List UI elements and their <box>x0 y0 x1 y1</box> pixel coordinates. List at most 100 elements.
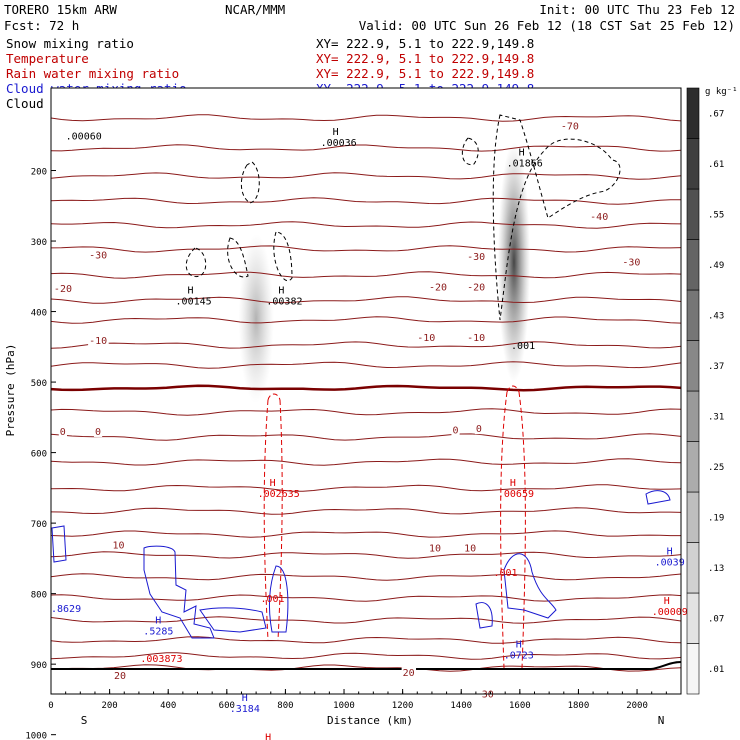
ice-contour <box>273 231 293 282</box>
ice-contour <box>461 137 479 166</box>
extrema-marker: H <box>510 478 516 489</box>
colorbar-swatch <box>686 592 700 644</box>
isotherm-label-bg <box>474 423 484 435</box>
isotherm-line <box>50 507 682 515</box>
extrema-label: .003873 <box>140 654 182 665</box>
x-tick-label: 600 <box>219 701 235 711</box>
y-axis-label: Pressure (hPa) <box>4 344 17 437</box>
x-tick-label: 200 <box>101 701 117 711</box>
extrema-marker: H <box>270 478 276 489</box>
colorbar-label: .25 <box>708 463 724 473</box>
extrema-label: .00036 <box>321 138 357 149</box>
colorbar-label: .31 <box>708 412 724 422</box>
extrema-marker: H <box>242 693 248 704</box>
isotherm-label-bg <box>589 210 610 222</box>
isotherm-line <box>50 341 682 349</box>
x-axis-label: Distance (km) <box>327 714 413 727</box>
colorbar-label: .37 <box>708 362 724 372</box>
extrema-marker: H <box>664 596 670 607</box>
isotherm-label-bg <box>428 542 443 554</box>
y-tick-label: 600 <box>31 450 47 460</box>
extrema-label: .001 <box>493 568 517 579</box>
isotherm-label: -20 <box>429 282 447 293</box>
cloud-water-contour <box>143 545 215 639</box>
y-tick-label: 400 <box>31 309 47 319</box>
extrema-marker: H <box>188 286 194 297</box>
isotherm-line <box>50 172 682 180</box>
isotherm-label: 0 <box>60 427 66 438</box>
x-tick-label: 1200 <box>392 701 414 711</box>
field-xy-range: XY= 222.9, 5.1 to 222.9,149.8 <box>316 36 534 51</box>
x-end-south: S <box>81 714 88 727</box>
isotherm-label: 20 <box>403 668 415 679</box>
ice-contour <box>240 161 260 204</box>
init-time: Init: 00 UTC Thu 23 Feb 12 <box>539 2 735 17</box>
isotherm-label-bg <box>559 120 581 132</box>
extrema-label: .002635 <box>258 489 300 500</box>
field-name: Temperature <box>6 51 89 66</box>
isotherm-line <box>50 652 682 660</box>
plot-border <box>50 87 682 695</box>
isotherm-label: -30 <box>622 258 640 269</box>
y-tick-label: 200 <box>31 168 47 178</box>
extrema-label: .00382 <box>266 297 302 308</box>
isotherm-label-bg <box>58 425 67 437</box>
x-tick-label: 800 <box>277 701 293 711</box>
x-tick-label: 1400 <box>450 701 472 711</box>
isotherm-label-bg <box>93 425 103 437</box>
contour-labels: -30 -20 -10 0 0 10 20 -30 -20 -20 -10 -10 0 0 10 10 20 -3… <box>51 120 688 740</box>
extrema-label: .00145 <box>176 297 212 308</box>
colorbar-label: .13 <box>708 564 724 574</box>
y-tick-label: 500 <box>31 379 47 389</box>
isotherm-line <box>50 144 682 152</box>
isotherm-label-bg <box>401 667 417 679</box>
isotherm-label: 10 <box>113 541 125 552</box>
x-tick-label: 1800 <box>568 701 590 711</box>
extrema-label: .8629 <box>51 604 81 615</box>
colorbar-swatch <box>686 441 700 493</box>
field-xy-range: XY= 222.9, 5.1 to 222.9,149.8 <box>316 51 534 66</box>
isotherm-line <box>50 361 682 369</box>
isotherm-label-bg <box>88 249 109 261</box>
extrema-marker: H <box>333 127 339 138</box>
colorbar-label: .43 <box>708 311 724 321</box>
colorbar-swatch <box>686 188 700 240</box>
isotherm-label: -10 <box>89 336 107 347</box>
isotherm-label: -20 <box>467 282 485 293</box>
isotherm-line <box>50 551 682 559</box>
ground-line <box>51 661 682 670</box>
cloud-water-contour <box>268 565 289 633</box>
extrema-label: .5285 <box>143 627 173 638</box>
extrema-marker: H <box>278 286 284 297</box>
colorbar-swatch <box>686 643 700 695</box>
colorbar-label: .07 <box>708 614 724 624</box>
rain-contour <box>267 393 281 401</box>
extrema-label: .01866 <box>507 158 543 169</box>
colorbar-swatch <box>686 390 700 442</box>
isotherm-line <box>50 594 682 602</box>
y-tick-label: 1000 <box>25 732 47 740</box>
isotherm-label: -70 <box>561 122 579 133</box>
isotherm-line <box>50 245 682 253</box>
colorbar-swatch <box>686 491 700 543</box>
isotherm-line <box>50 484 682 492</box>
cloud-water-contour <box>51 525 67 563</box>
axes: 0 200 400 600 800 1000 1200 1400 1600 1800 2000200… <box>25 168 682 740</box>
colorbar-swatch <box>686 138 700 190</box>
x-tick-label: 400 <box>160 701 176 711</box>
isotherm-line <box>50 458 682 466</box>
isotherm-label: -40 <box>590 212 608 223</box>
zero-isotherm <box>50 384 682 392</box>
isotherm-label-bg <box>416 332 437 344</box>
isotherm-line <box>50 221 682 229</box>
snow-blob <box>238 233 274 404</box>
isotherm-line <box>50 316 682 324</box>
isotherm-label: -30 <box>89 251 107 262</box>
field-name: Rain water mixing ratio <box>6 66 179 81</box>
extrema-label: .001 <box>261 594 285 605</box>
x-tick-label: 1000 <box>333 701 355 711</box>
colorbar-label: .19 <box>708 513 724 523</box>
colorbar-label: .01 <box>708 665 724 675</box>
field-name: Snow mixing ratio <box>6 36 134 51</box>
